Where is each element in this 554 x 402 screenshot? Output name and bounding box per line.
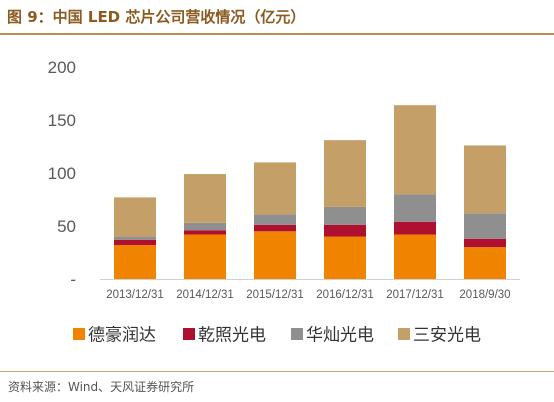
bar-segment [464,145,506,214]
bar-segment [324,140,366,207]
stacked-bar-chart: - 50 100 150 200 2013/12/31 2014/12/31 2015/12… [48,58,520,346]
legend-label: 德豪润达 [88,325,156,346]
y-axis: - 50 100 150 200 [48,58,76,289]
source-note: 资料来源：Wind、天风证券研究所 [8,380,195,394]
bar-segment [324,236,366,279]
bar-segment [394,221,436,235]
x-tick-label: 2013/12/31 [106,289,164,301]
bar-segment [184,234,226,279]
y-tick-label: 100 [48,164,76,183]
bar-segment [464,247,506,279]
bar-segment [114,236,156,240]
source-rule [0,371,554,372]
bar-segment [394,234,436,279]
bar-segment [464,238,506,248]
legend-item: 三安光电 [398,326,481,346]
x-tick-label: 2018/9/30 [459,289,510,301]
bar-segment [324,206,366,225]
legend: 德豪润达 乾照光电 华灿光电 三安光电 [73,325,481,346]
bar-segment [114,245,156,279]
y-tick-label: 150 [48,111,76,130]
legend-item: 华灿光电 [291,326,374,346]
legend-swatch [183,328,195,340]
legend-label: 三安光电 [413,326,481,346]
bar-segment [254,214,296,225]
bar-segment [184,230,226,235]
bar-segment [394,105,436,195]
y-tick-label: 200 [48,58,76,77]
legend-label: 华灿光电 [306,326,374,346]
x-tick-label: 2016/12/31 [316,289,374,301]
bar-segment [394,194,436,222]
y-tick-label: - [70,270,76,289]
legend-swatch [73,328,85,340]
legend-item: 德豪润达 [73,325,156,346]
bar-stack [464,145,506,279]
bar-stack [254,162,296,279]
bar-segment [184,174,226,223]
legend-swatch [398,328,410,340]
x-tick-label: 2017/12/31 [386,289,444,301]
legend-item: 乾照光电 [183,326,266,346]
title-rule [0,33,554,35]
bar-segment [324,224,366,237]
bar-stack [324,140,366,279]
bar-stack [184,174,226,279]
x-tick-label: 2014/12/31 [176,289,234,301]
x-tick-label: 2015/12/31 [246,289,304,301]
bar-segment [254,231,296,279]
bars [114,105,506,279]
bar-segment [184,222,226,231]
bar-segment [254,224,296,232]
chart-title: 图 9：中国 LED 芯片公司营收情况（亿元） [7,8,306,26]
bar-stack [114,197,156,279]
bar-segment [254,162,296,215]
bar-stack [394,105,436,279]
x-axis: 2013/12/31 2014/12/31 2015/12/31 2016/12/31… [106,289,510,301]
y-tick-label: 50 [57,217,76,236]
bar-segment [114,197,156,237]
bar-segment [114,239,156,246]
legend-label: 乾照光电 [198,326,266,346]
bar-segment [464,213,506,239]
legend-swatch [291,328,303,340]
